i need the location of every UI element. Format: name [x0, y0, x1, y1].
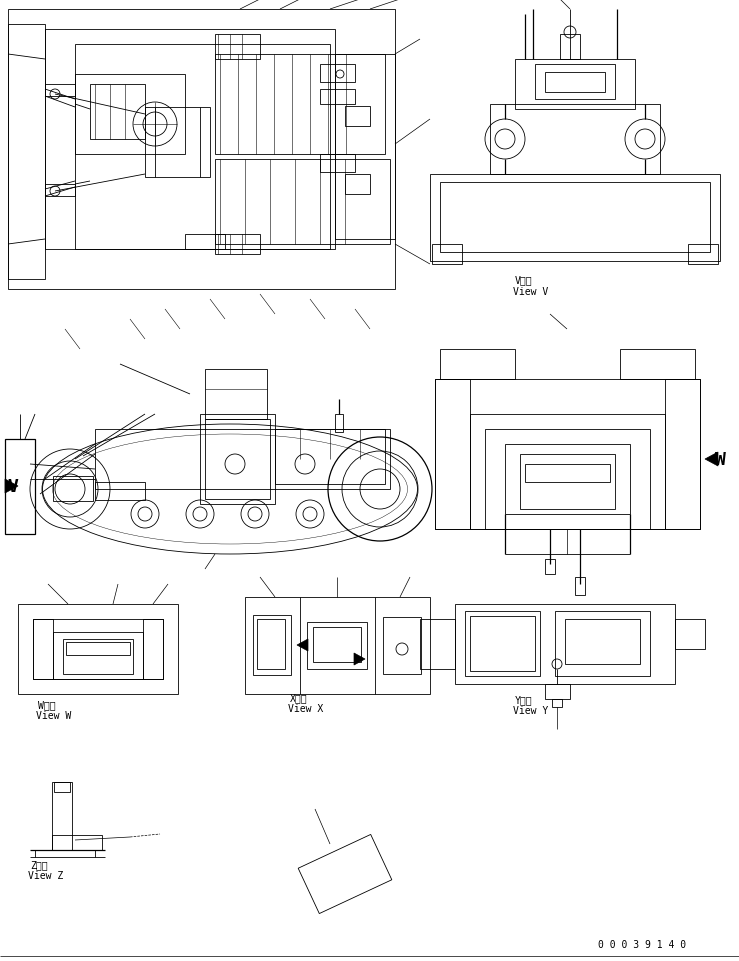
- Bar: [33, 619, 163, 679]
- Bar: [335, 55, 395, 239]
- Bar: [320, 155, 355, 173]
- Text: X　視: X 視: [290, 692, 307, 702]
- Bar: [54, 782, 70, 792]
- Bar: [465, 611, 540, 677]
- Bar: [53, 632, 143, 679]
- Bar: [215, 55, 385, 155]
- Bar: [185, 234, 225, 250]
- Text: View Y: View Y: [513, 705, 548, 715]
- Bar: [432, 245, 462, 264]
- Bar: [345, 175, 370, 195]
- Text: W　視: W 視: [38, 700, 55, 709]
- Text: View W: View W: [36, 710, 71, 720]
- Text: View Z: View Z: [28, 870, 64, 880]
- Bar: [420, 619, 455, 669]
- Bar: [335, 414, 343, 432]
- Text: 0 0 0 3 9 1 4 0: 0 0 0 3 9 1 4 0: [598, 939, 686, 949]
- Polygon shape: [354, 653, 365, 665]
- Bar: [33, 619, 53, 679]
- Bar: [565, 619, 640, 664]
- Bar: [63, 639, 133, 675]
- Bar: [455, 604, 675, 684]
- Bar: [440, 183, 710, 253]
- Bar: [313, 628, 361, 662]
- Bar: [45, 185, 75, 197]
- Bar: [525, 464, 610, 482]
- Bar: [205, 420, 270, 500]
- Bar: [430, 175, 720, 261]
- Bar: [545, 559, 555, 575]
- Text: V: V: [7, 478, 18, 496]
- Bar: [245, 598, 430, 694]
- Bar: [205, 370, 267, 420]
- Bar: [95, 482, 145, 501]
- Bar: [200, 414, 275, 505]
- Bar: [75, 45, 330, 250]
- Bar: [253, 615, 291, 676]
- Bar: [90, 85, 145, 140]
- Bar: [5, 439, 35, 534]
- Bar: [75, 75, 185, 155]
- Bar: [560, 35, 580, 60]
- Bar: [545, 73, 605, 93]
- Bar: [675, 619, 705, 650]
- Bar: [435, 380, 700, 530]
- Bar: [8, 25, 45, 280]
- Text: Z　視: Z 視: [30, 859, 47, 869]
- Bar: [620, 350, 695, 380]
- Bar: [45, 85, 75, 97]
- Polygon shape: [705, 453, 718, 466]
- Polygon shape: [5, 480, 18, 494]
- Bar: [307, 623, 367, 669]
- Bar: [53, 477, 93, 502]
- Text: Y　視: Y 視: [515, 694, 533, 704]
- Bar: [520, 455, 615, 509]
- Bar: [275, 430, 385, 484]
- Bar: [320, 90, 355, 105]
- Bar: [143, 619, 163, 679]
- Text: View X: View X: [288, 703, 323, 713]
- Bar: [66, 642, 130, 655]
- Bar: [435, 380, 470, 530]
- Bar: [52, 782, 72, 850]
- Bar: [505, 445, 630, 514]
- Text: View V: View V: [513, 286, 548, 297]
- Bar: [8, 10, 395, 289]
- Bar: [490, 105, 660, 175]
- Bar: [345, 107, 370, 127]
- Bar: [535, 65, 615, 100]
- Text: W: W: [715, 451, 726, 469]
- Bar: [52, 835, 102, 850]
- Text: V　視: V 視: [515, 275, 533, 284]
- Bar: [215, 35, 260, 60]
- Bar: [145, 108, 210, 178]
- Polygon shape: [297, 639, 308, 652]
- Bar: [215, 160, 390, 245]
- Bar: [440, 350, 515, 380]
- Bar: [555, 611, 650, 677]
- Bar: [552, 700, 562, 707]
- Bar: [45, 30, 335, 250]
- Bar: [515, 60, 635, 110]
- Bar: [320, 65, 355, 83]
- Bar: [18, 604, 178, 694]
- Bar: [665, 380, 700, 530]
- Bar: [575, 578, 585, 596]
- Bar: [383, 617, 421, 675]
- Bar: [485, 430, 650, 530]
- Bar: [545, 684, 570, 700]
- Bar: [470, 616, 535, 672]
- Bar: [688, 245, 718, 264]
- Bar: [215, 234, 260, 255]
- Bar: [95, 430, 390, 489]
- Bar: [470, 414, 665, 530]
- Bar: [257, 619, 285, 669]
